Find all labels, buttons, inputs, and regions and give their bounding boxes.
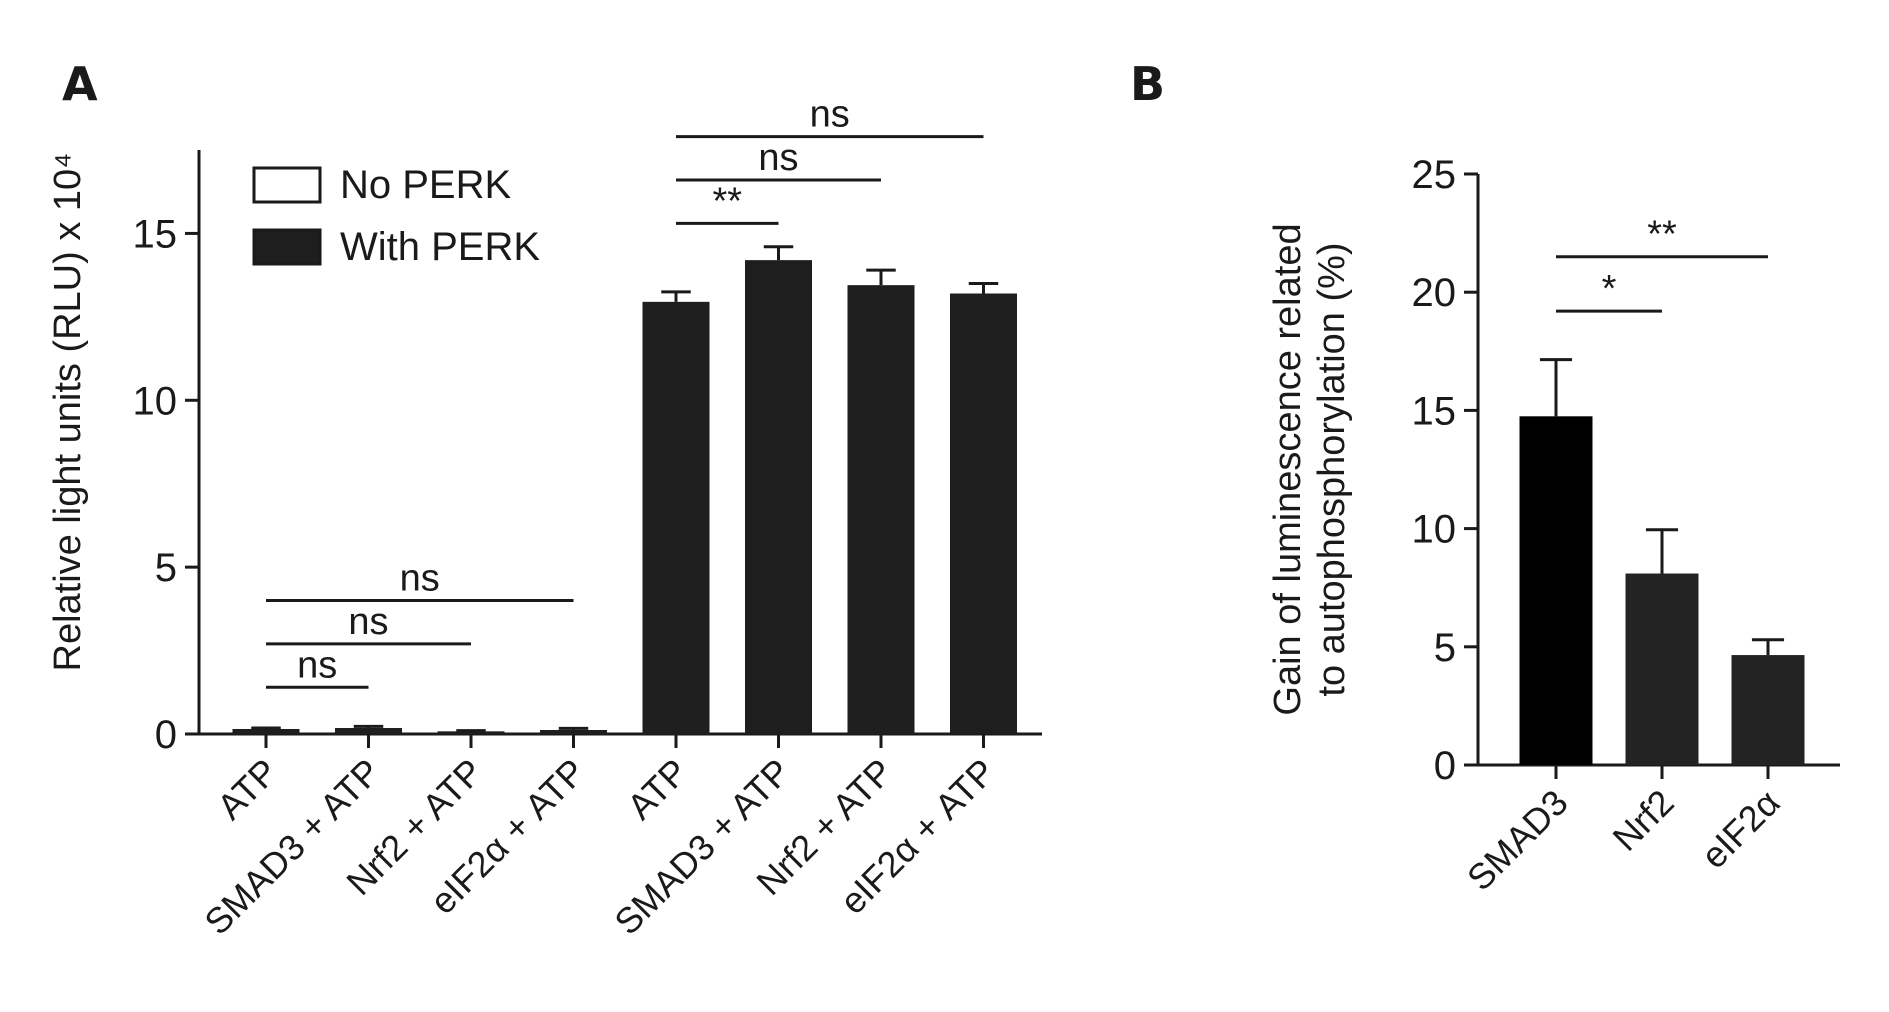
y-tick-label: 10 [133,379,178,423]
x-tick-label: SMAD3 + ATP [606,751,798,943]
y-axis-label: to autophosphorylation (%) [1311,242,1353,696]
y-axis-label: Gain of luminescence related [1267,223,1309,715]
y-tick-label: 20 [1412,271,1457,315]
bar [1625,573,1699,765]
y-tick-label: 5 [1434,626,1456,670]
x-tick-label: Nrf2 [1605,782,1682,859]
bar [335,727,402,734]
y-axis-label: Relative light units (RLU) x 10⁴ [47,153,89,672]
x-tick-label: ATP [209,751,286,828]
legend-swatch [252,166,322,204]
significance-label: ns [810,94,850,136]
significance-label: ns [758,137,798,179]
bar [745,260,812,734]
y-tick-label: 15 [1412,389,1457,433]
x-tick-label: eIF2α [1693,782,1788,877]
bar [232,728,300,734]
significance-label: ns [297,644,337,686]
panel-label: A [62,57,98,111]
panel-label: B [1130,57,1165,111]
significance-label: ** [712,180,742,222]
significance-label: ** [1647,214,1677,256]
bar [1731,655,1805,765]
bar [642,301,710,734]
y-tick-label: 0 [1434,744,1456,788]
bar [1519,416,1593,765]
significance-label: ns [348,601,388,643]
legend-swatch [252,228,322,266]
y-tick-label: 5 [155,546,177,590]
y-tick-label: 25 [1412,153,1457,197]
x-tick-label: SMAD3 [1459,782,1576,899]
significance-label: ns [400,558,440,600]
y-tick-label: 15 [133,212,178,256]
bar [847,285,915,734]
bar [540,729,607,734]
significance-label: * [1602,268,1617,310]
x-tick-label: ATP [619,751,696,828]
legend-label: No PERK [340,163,511,207]
legend-label: With PERK [340,225,540,269]
bar [950,293,1017,734]
x-tick-label: SMAD3 + ATP [196,751,388,943]
bar [437,731,505,734]
y-tick-label: 10 [1412,508,1457,552]
y-tick-label: 0 [155,713,177,757]
